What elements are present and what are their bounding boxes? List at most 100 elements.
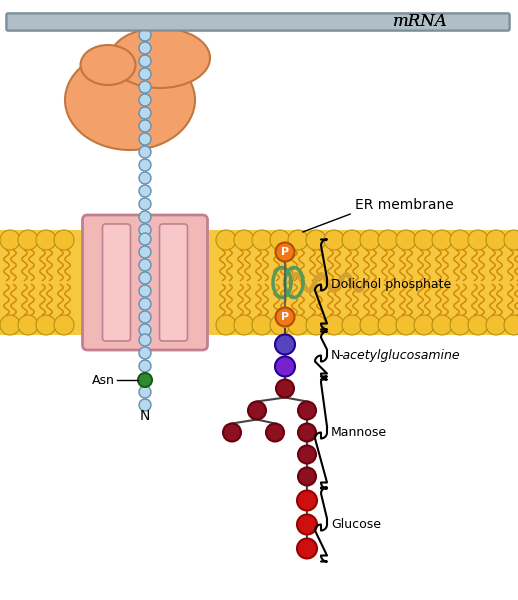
Circle shape	[298, 424, 316, 442]
Text: P: P	[281, 247, 289, 257]
Circle shape	[139, 347, 151, 359]
Circle shape	[432, 315, 452, 335]
Circle shape	[216, 315, 236, 335]
Circle shape	[139, 198, 151, 210]
Text: N: N	[140, 409, 150, 423]
Circle shape	[139, 55, 151, 67]
Circle shape	[297, 539, 317, 559]
Circle shape	[378, 315, 398, 335]
Circle shape	[139, 298, 151, 310]
Circle shape	[342, 230, 362, 250]
Circle shape	[139, 107, 151, 119]
Circle shape	[139, 311, 151, 323]
Circle shape	[234, 230, 254, 250]
Circle shape	[468, 315, 488, 335]
Circle shape	[138, 373, 152, 387]
Circle shape	[468, 230, 488, 250]
Circle shape	[396, 230, 416, 250]
Circle shape	[139, 373, 151, 385]
Circle shape	[297, 491, 317, 511]
Circle shape	[396, 315, 416, 335]
Circle shape	[298, 445, 316, 463]
Circle shape	[139, 68, 151, 80]
Bar	[0, 230, 518, 335]
Circle shape	[139, 29, 151, 41]
Circle shape	[504, 315, 518, 335]
Circle shape	[139, 259, 151, 271]
Circle shape	[275, 356, 295, 377]
Circle shape	[275, 335, 295, 355]
Circle shape	[450, 230, 470, 250]
Circle shape	[139, 120, 151, 132]
Circle shape	[139, 94, 151, 106]
Text: Glucose: Glucose	[331, 518, 381, 531]
Circle shape	[266, 424, 284, 442]
Circle shape	[360, 230, 380, 250]
Circle shape	[54, 230, 74, 250]
Circle shape	[0, 315, 20, 335]
Circle shape	[139, 272, 151, 284]
Circle shape	[139, 133, 151, 145]
Circle shape	[139, 185, 151, 197]
Circle shape	[324, 315, 344, 335]
Circle shape	[139, 360, 151, 372]
Circle shape	[298, 401, 316, 419]
Text: P: P	[281, 312, 289, 322]
Circle shape	[223, 424, 241, 442]
Circle shape	[414, 315, 434, 335]
Circle shape	[216, 230, 236, 250]
Text: ER membrane: ER membrane	[355, 198, 454, 212]
Text: Dolichol phosphate: Dolichol phosphate	[331, 278, 451, 291]
Circle shape	[342, 315, 362, 335]
Circle shape	[54, 315, 74, 335]
Circle shape	[252, 230, 272, 250]
Circle shape	[270, 230, 290, 250]
Circle shape	[486, 315, 506, 335]
Circle shape	[486, 230, 506, 250]
Circle shape	[360, 315, 380, 335]
FancyBboxPatch shape	[7, 13, 510, 31]
Circle shape	[139, 159, 151, 171]
Circle shape	[276, 307, 295, 326]
Circle shape	[139, 246, 151, 258]
Circle shape	[139, 81, 151, 93]
Circle shape	[139, 399, 151, 411]
Circle shape	[306, 315, 326, 335]
Circle shape	[139, 233, 151, 245]
Text: mRNA: mRNA	[393, 13, 448, 29]
Circle shape	[139, 386, 151, 398]
Circle shape	[270, 315, 290, 335]
Circle shape	[432, 230, 452, 250]
Circle shape	[234, 315, 254, 335]
FancyBboxPatch shape	[103, 224, 131, 341]
Circle shape	[297, 514, 317, 535]
Circle shape	[18, 230, 38, 250]
Circle shape	[288, 230, 308, 250]
Circle shape	[139, 211, 151, 223]
Circle shape	[139, 42, 151, 54]
Circle shape	[36, 315, 56, 335]
Text: -acetylglucosamine: -acetylglucosamine	[338, 349, 459, 362]
Text: N: N	[331, 349, 340, 362]
Text: Asn: Asn	[92, 373, 115, 386]
Circle shape	[139, 146, 151, 158]
Ellipse shape	[65, 50, 195, 150]
Circle shape	[306, 230, 326, 250]
Circle shape	[252, 315, 272, 335]
Circle shape	[450, 315, 470, 335]
Ellipse shape	[110, 28, 210, 88]
FancyBboxPatch shape	[82, 215, 208, 350]
Circle shape	[288, 315, 308, 335]
FancyBboxPatch shape	[7, 13, 510, 31]
Circle shape	[139, 324, 151, 336]
Circle shape	[276, 379, 294, 397]
Circle shape	[18, 315, 38, 335]
Circle shape	[139, 334, 151, 346]
Circle shape	[139, 172, 151, 184]
Circle shape	[248, 401, 266, 419]
Ellipse shape	[80, 45, 136, 85]
Circle shape	[504, 230, 518, 250]
Circle shape	[378, 230, 398, 250]
Circle shape	[276, 242, 295, 262]
Circle shape	[139, 285, 151, 297]
